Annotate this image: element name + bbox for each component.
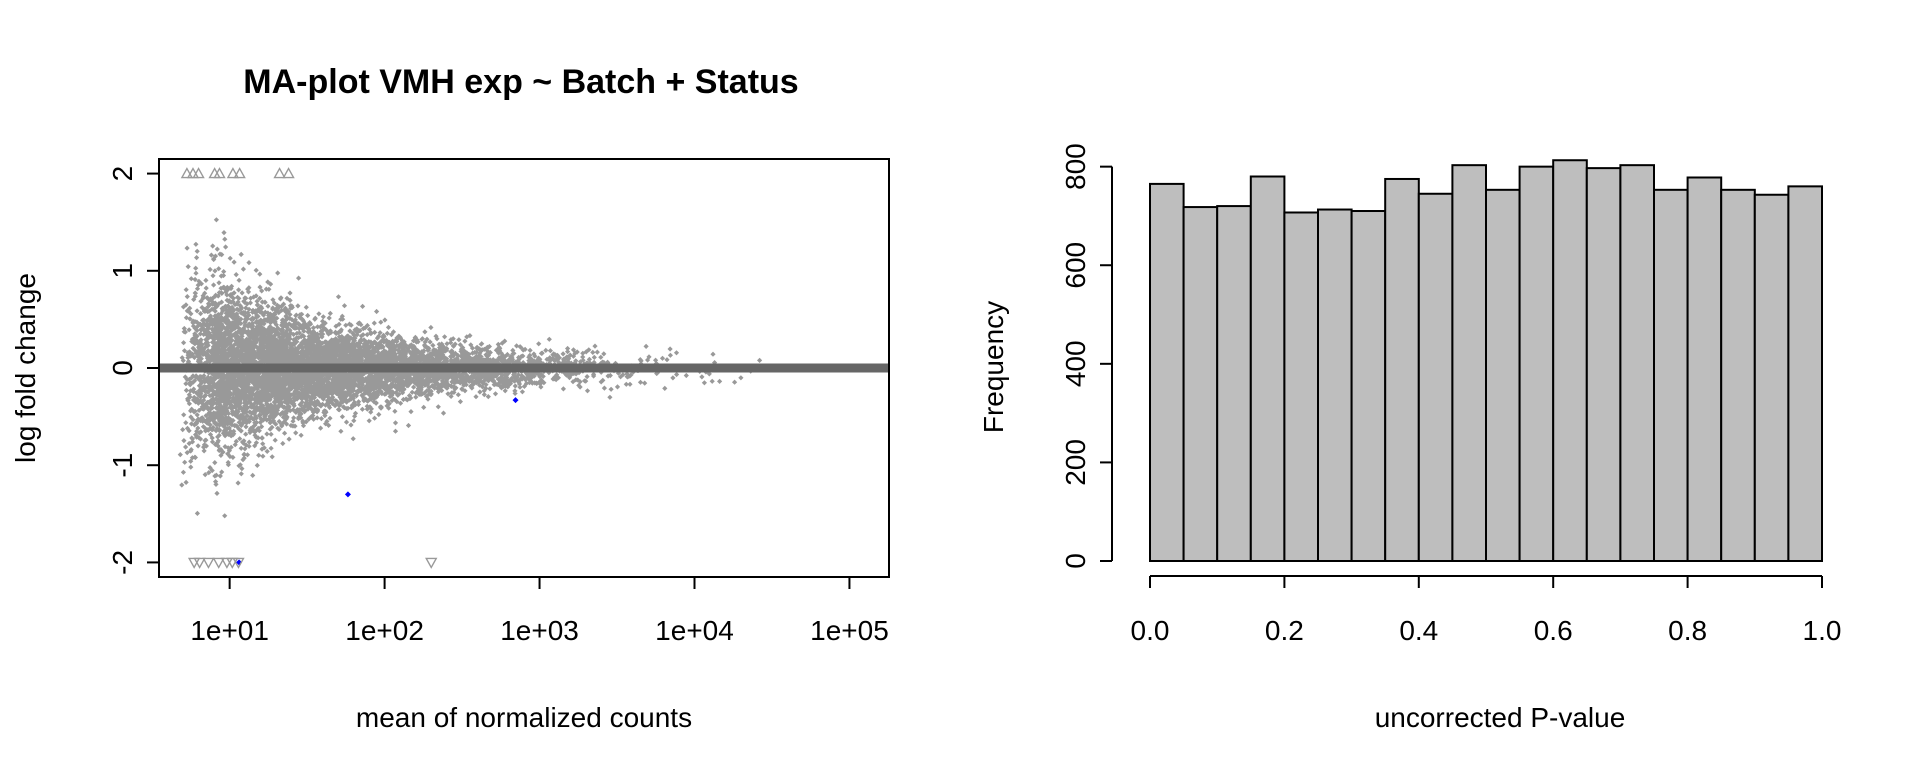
x-tick-label: 1.0	[1803, 615, 1842, 646]
histogram-bar	[1518, 165, 1555, 562]
histogram-x-axis: 0.0 0.2 0.4 0.6 0.8 1.0	[1131, 575, 1842, 646]
histogram-bar	[1249, 175, 1286, 562]
clipped-up-point	[192, 167, 205, 179]
clipped-up-point	[233, 167, 246, 179]
clipped-down-point	[212, 557, 225, 569]
clipped-down-point	[226, 557, 239, 569]
x-tick-label: 0.0	[1131, 615, 1170, 646]
histogram-bar	[1720, 188, 1756, 562]
histogram-bar	[1417, 192, 1454, 562]
histogram-bar	[1182, 206, 1219, 562]
histogram-bar	[1619, 164, 1656, 562]
x-tick-label: 1e+04	[655, 615, 734, 646]
histogram-bar	[1451, 164, 1488, 562]
y-tick-label: 200	[1060, 439, 1091, 486]
x-tick-label: 1e+02	[345, 615, 424, 646]
y-tick-label: 800	[1060, 143, 1091, 190]
clipped-down-point	[425, 557, 438, 569]
ma-special-points	[180, 167, 519, 569]
significant-point	[512, 397, 519, 404]
histogram-bar	[1653, 188, 1689, 562]
clipped-up-point	[226, 167, 240, 179]
y-tick-label: 0	[1060, 553, 1091, 569]
ma-plot: MA-plot VMH exp ~ Batch + Status 1e+01 1e…	[10, 63, 890, 733]
y-tick-label: 1	[107, 263, 138, 279]
x-tick-label: 1e+05	[810, 615, 889, 646]
x-tick-label: 0.6	[1534, 615, 1573, 646]
ma-x-axis-label: mean of normalized counts	[356, 702, 692, 733]
y-tick-label: -2	[107, 550, 138, 575]
histogram-y-axis: 0 200 400 600 800	[1060, 143, 1113, 569]
clipped-up-point	[282, 167, 295, 179]
x-tick-label: 0.4	[1399, 615, 1438, 646]
clipped-down-point	[202, 557, 215, 569]
ma-plot-title: MA-plot VMH exp ~ Batch + Status	[243, 63, 798, 101]
clipped-up-point	[213, 167, 226, 179]
histogram-bar	[1787, 185, 1824, 562]
clipped-up-point	[273, 167, 286, 179]
histogram-bar	[1485, 188, 1521, 562]
histogram-bar	[1384, 177, 1420, 562]
y-tick-label: -1	[107, 453, 138, 478]
histogram-x-axis-label: uncorrected P-value	[1375, 702, 1626, 733]
x-tick-label: 0.8	[1668, 615, 1707, 646]
histogram-bars	[1149, 159, 1824, 563]
pvalue-histogram: 0.0 0.2 0.4 0.6 0.8 1.0 0 200 400 600 800 uncorre…	[978, 143, 1841, 733]
clipped-down-point	[232, 557, 245, 569]
y-tick-label: 400	[1060, 340, 1091, 387]
histogram-bar	[1149, 182, 1185, 562]
histogram-bar	[1686, 176, 1723, 562]
histogram-bar	[1552, 159, 1588, 562]
histogram-bar	[1585, 167, 1622, 562]
histogram-bar	[1350, 210, 1387, 562]
clipped-down-point	[193, 557, 206, 569]
histogram-bar	[1216, 205, 1252, 562]
x-tick-label: 1e+01	[190, 615, 269, 646]
y-tick-label: 600	[1060, 242, 1091, 289]
histogram-y-axis-label: Frequency	[978, 301, 1009, 433]
histogram-bar	[1317, 208, 1353, 563]
x-tick-label: 0.2	[1265, 615, 1304, 646]
significant-point	[344, 491, 351, 498]
histogram-bar	[1283, 211, 1320, 562]
ma-x-axis: 1e+01 1e+02 1e+03 1e+04 1e+05	[190, 577, 889, 646]
ma-y-axis-label: log fold change	[10, 273, 41, 463]
y-tick-label: 2	[107, 166, 138, 182]
x-tick-label: 1e+03	[500, 615, 579, 646]
ma-y-axis: -2 -1 0 1 2	[107, 166, 159, 575]
clipped-up-point	[180, 167, 194, 179]
y-tick-label: 0	[107, 360, 138, 376]
histogram-bar	[1753, 193, 1790, 562]
